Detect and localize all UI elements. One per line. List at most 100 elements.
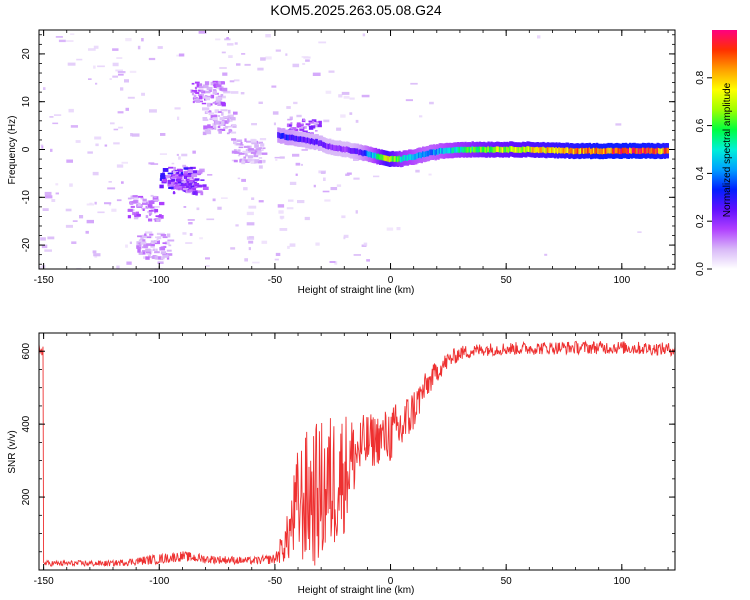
spectrogram-speckle bbox=[338, 94, 343, 98]
spectrogram-speckle bbox=[131, 133, 140, 137]
spectrogram-speckle bbox=[330, 187, 338, 191]
spectrogram-trace-cell bbox=[491, 147, 495, 153]
spectrogram-speckle bbox=[274, 156, 280, 159]
spectrogram-speckle bbox=[94, 136, 102, 140]
spectrogram-cluster-cell bbox=[137, 203, 141, 206]
spectrogram-trace-cell bbox=[610, 147, 613, 154]
spectrogram-cluster-cell bbox=[287, 118, 292, 121]
spectrogram-cluster-cell bbox=[191, 91, 195, 96]
spectrogram-speckle bbox=[295, 173, 298, 176]
spectrogram-cluster-cell bbox=[318, 120, 322, 125]
spectrogram-trace-cell bbox=[455, 147, 458, 153]
spectrogram-cluster-cell bbox=[220, 81, 225, 85]
snr-ytick-label: 400 bbox=[21, 415, 32, 432]
spectrogram-trace-cell bbox=[448, 147, 451, 154]
spectrogram-cluster-cell bbox=[224, 126, 230, 128]
spectrogram-cluster-cell bbox=[133, 213, 137, 216]
spectrogram-cluster-cell bbox=[196, 184, 203, 188]
spectrogram-speckle bbox=[355, 210, 358, 214]
spectrogram-trace-cell bbox=[423, 151, 426, 158]
spectrogram-trace-cell bbox=[577, 148, 580, 154]
spectrogram-trace-cell bbox=[457, 146, 460, 153]
spectrogram-trace-cell bbox=[410, 154, 414, 161]
spectrogram-cluster-cell bbox=[213, 84, 217, 88]
spectrogram-cluster-cell bbox=[251, 139, 257, 143]
spectrogram-cluster-cell bbox=[150, 240, 155, 244]
spectrogram-trace-cell bbox=[478, 146, 482, 153]
spectrogram-cluster-cell bbox=[198, 83, 203, 86]
spectrogram-trace-cell bbox=[526, 146, 529, 152]
spectrogram-trace-cell bbox=[650, 147, 654, 154]
spectrogram-trace-cell bbox=[338, 145, 342, 151]
spectrogram-trace-cell bbox=[334, 145, 337, 151]
spectrogram-cluster-cell bbox=[217, 80, 220, 85]
spectrogram-trace-cell bbox=[581, 147, 584, 154]
spectrogram-trace-cell bbox=[319, 140, 322, 146]
spectrogram-cluster-cell bbox=[241, 160, 246, 165]
spectrogram-cluster-cell bbox=[218, 130, 222, 134]
spectrogram-cluster-cell bbox=[192, 170, 198, 174]
spectrogram-speckle bbox=[353, 158, 359, 161]
spectrogram-cluster-cell bbox=[207, 102, 211, 107]
spectrogram-trace-cell bbox=[647, 147, 651, 154]
spectrogram-trace-cell bbox=[542, 146, 545, 153]
spectrogram-cluster-cell bbox=[292, 127, 297, 130]
spectrogram-speckle bbox=[97, 211, 105, 214]
spectrogram-speckle bbox=[323, 177, 326, 181]
spectrogram-trace-cell bbox=[616, 147, 619, 154]
spectrogram-speckle bbox=[110, 122, 115, 125]
spectrogram-speckle bbox=[322, 190, 330, 193]
spectrogram-trace-cell bbox=[459, 146, 463, 153]
spectrogram-cluster-cell bbox=[208, 112, 215, 116]
spectrogram-cluster-cell bbox=[212, 90, 217, 95]
spectrogram-trace-cell bbox=[582, 148, 586, 154]
spectrogram-trace-cell bbox=[662, 147, 665, 154]
spectrogram-cluster-cell bbox=[175, 186, 182, 190]
spectrogram-speckle bbox=[323, 119, 330, 123]
spectrogram-ylabel: Frequency (Hz) bbox=[7, 116, 18, 185]
spectrogram-trace-cell bbox=[288, 134, 292, 141]
spectrogram-speckle bbox=[188, 222, 193, 225]
spectrogram-speckle bbox=[257, 67, 264, 71]
spectrogram-trace-cell bbox=[433, 149, 436, 155]
colorbar-gradient bbox=[712, 30, 737, 269]
spectrogram-speckle bbox=[336, 184, 342, 187]
spectrogram-speckle bbox=[279, 156, 285, 159]
spectrogram-cluster-cell bbox=[239, 159, 242, 163]
spectrogram-cluster-cell bbox=[159, 201, 165, 206]
spectrogram-trace-cell bbox=[329, 143, 332, 150]
spectrogram-trace-cell bbox=[666, 147, 669, 154]
spectrogram-speckle bbox=[93, 253, 101, 257]
spectrogram-speckle bbox=[206, 218, 215, 221]
spectrogram-speckle bbox=[41, 244, 48, 249]
spectrogram-trace-cell bbox=[470, 147, 473, 153]
spectrogram-cluster-cell bbox=[200, 179, 205, 181]
spectrogram-cluster-cell bbox=[198, 89, 202, 92]
spectrogram-cluster-cell bbox=[191, 90, 198, 93]
spectrogram-cluster-cell bbox=[196, 83, 200, 88]
spectrogram-speckle bbox=[241, 53, 246, 55]
snr-series-line bbox=[39, 340, 675, 568]
spectrogram-trace-cell bbox=[397, 156, 400, 163]
spectrogram-speckle bbox=[112, 62, 119, 67]
spectrogram-trace-cell bbox=[426, 150, 429, 157]
spectrogram-speckle bbox=[279, 228, 288, 231]
spectrogram-cluster-cell bbox=[142, 246, 145, 249]
spectrogram-speckle bbox=[88, 78, 92, 80]
spectrogram-cluster-cell bbox=[228, 114, 234, 118]
spectrogram-cluster-cell bbox=[150, 194, 154, 197]
spectrogram-cluster-cell bbox=[207, 128, 213, 131]
spectrogram-cluster-cell bbox=[167, 233, 171, 238]
spectrogram-trace-cell bbox=[575, 148, 578, 154]
spectrogram-trace-cell bbox=[655, 148, 658, 155]
spectrogram-speckle bbox=[289, 243, 296, 247]
spectrogram-cluster-cell bbox=[148, 210, 153, 215]
spectrogram-cluster-cell bbox=[197, 94, 202, 97]
spectrogram-trace-cell bbox=[579, 148, 583, 154]
spectrogram-speckle bbox=[174, 107, 181, 110]
colorbar-tick-label: 0.4 bbox=[695, 166, 706, 180]
spectrogram-trace-cell bbox=[380, 154, 383, 160]
spectrogram-cluster-cell bbox=[195, 92, 200, 94]
spectrogram-trace-cell bbox=[634, 148, 638, 154]
spectrogram-trace-cell bbox=[388, 156, 392, 163]
